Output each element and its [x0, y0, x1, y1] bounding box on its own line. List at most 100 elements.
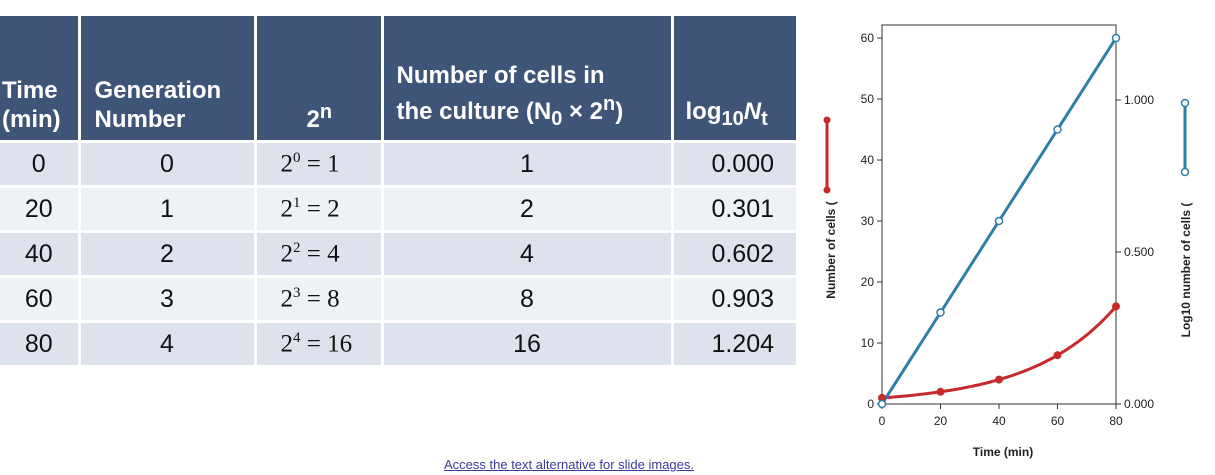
table-row: 20 1 21 = 2 2 0.301	[0, 186, 796, 233]
cell-log: 0.000	[670, 141, 796, 188]
cell-log: 0.602	[670, 231, 796, 278]
header-power-base: 2	[306, 106, 320, 133]
y-left-tick-label: 0	[867, 397, 874, 411]
cell-power: 20 = 1	[253, 141, 382, 188]
data-point-log	[1111, 33, 1121, 43]
header-log-n: N	[743, 98, 762, 126]
table-row: 0 0 20 = 1 1 0.000	[0, 141, 796, 188]
header-generation-line1: Generation	[94, 77, 222, 104]
y-left-axis-label: Number of cells (	[824, 201, 838, 298]
header-generation-line2: Number	[94, 106, 186, 133]
header-cells-line2c: )	[615, 98, 624, 126]
cell-power-base: 2	[280, 150, 294, 178]
header-cells-line1: Number of cells in	[396, 62, 605, 90]
cell-time: 40	[0, 231, 79, 278]
y-left-tick-label: 10	[861, 336, 875, 350]
header-log-sub: 10	[721, 108, 744, 130]
y-right-axis-label: Log10 number of cells (	[1179, 203, 1193, 338]
series-line-cells	[881, 305, 1118, 400]
data-point-cells	[936, 387, 945, 396]
cell-generation: 4	[77, 321, 255, 368]
data-point-log	[994, 216, 1004, 226]
x-tick-label: 20	[934, 414, 948, 428]
text-alternative-link[interactable]: Access the text alternative for slide im…	[444, 457, 695, 472]
y-right-tick-label: 1.000	[1124, 93, 1154, 107]
header-cells-sup: n	[603, 93, 616, 116]
cell-generation: 0	[77, 141, 255, 188]
x-axis-label: Time (min)	[973, 445, 1033, 459]
cell-power-base: 2	[280, 195, 294, 223]
cell-power-base: 2	[280, 330, 294, 358]
cell-power-exp: 4	[293, 329, 301, 346]
cell-power-exp: 3	[293, 284, 301, 301]
cell-power-eq: = 2	[300, 195, 340, 223]
table-row: 40 2 22 = 4 4 0.602	[0, 231, 796, 278]
y-left-tick-label: 30	[861, 214, 875, 228]
cell-log: 0.903	[670, 276, 796, 323]
cell-power-eq: = 1	[300, 150, 340, 178]
cell-power: 24 = 16	[253, 321, 382, 368]
cell-power-base: 2	[280, 240, 294, 268]
header-power-exp: n	[319, 101, 333, 123]
table-header-row: Time (min) Generation Number 2n Number o…	[0, 16, 796, 143]
legend-marker-log	[1180, 98, 1190, 108]
x-tick-label: 0	[879, 414, 886, 428]
header-log-t: t	[761, 108, 768, 130]
header-log: log10Nt	[670, 16, 796, 143]
cell-power: 22 = 4	[253, 231, 382, 278]
cell-time: 80	[0, 321, 79, 368]
legend-marker-cells	[823, 116, 831, 124]
cell-time: 60	[0, 276, 79, 323]
legend-marker-cells	[823, 186, 831, 194]
cell-power-eq: = 16	[300, 330, 353, 358]
cell-generation: 1	[77, 186, 255, 233]
header-log-text: log	[685, 98, 722, 126]
data-point-cells	[1112, 302, 1120, 311]
table-row: 60 3 23 = 8 8 0.903	[0, 276, 796, 323]
cell-generation: 3	[77, 276, 255, 323]
header-generation: Generation Number	[77, 16, 255, 143]
cell-power-eq: = 8	[300, 285, 340, 313]
cell-power-exp: 2	[293, 239, 301, 256]
y-left-tick-label: 40	[861, 153, 875, 167]
cell-power-base: 2	[280, 285, 294, 313]
x-tick-label: 40	[992, 414, 1006, 428]
data-point-cells	[995, 375, 1003, 384]
header-time-line2: (min)	[2, 106, 61, 133]
cell-time: 0	[0, 141, 79, 188]
cell-time: 20	[0, 186, 79, 233]
y-right-tick-label: 0.500	[1124, 245, 1154, 259]
y-right-tick-label: 0.000	[1124, 397, 1154, 411]
cell-log: 1.204	[670, 321, 796, 368]
header-cells: Number of cells in the culture (N0 × 2n)	[380, 16, 672, 143]
y-left-tick-label: 20	[861, 275, 875, 289]
cell-power: 21 = 2	[253, 186, 382, 233]
data-point-log	[1053, 125, 1062, 134]
header-time-line1: Time	[2, 77, 58, 104]
cell-generation: 2	[77, 231, 255, 278]
data-point-log	[936, 308, 945, 317]
cell-cells: 1	[380, 141, 672, 188]
header-cells-sub: 0	[551, 108, 563, 130]
cell-power-exp: 0	[293, 149, 301, 166]
cell-power-eq: = 4	[300, 240, 340, 268]
cell-power: 23 = 8	[253, 276, 382, 323]
cell-log: 0.301	[670, 186, 796, 233]
header-time: Time (min)	[0, 16, 79, 143]
data-point-cells	[1053, 351, 1062, 360]
header-power: 2n	[253, 16, 382, 143]
data-point-log	[877, 399, 887, 409]
x-tick-label: 60	[1051, 414, 1065, 428]
header-cells-line2b: × 2	[562, 98, 604, 126]
cell-cells: 16	[380, 321, 672, 368]
y-left-tick-label: 60	[861, 31, 875, 45]
generation-table: Time (min) Generation Number 2n Number o…	[0, 16, 796, 368]
cell-cells: 2	[380, 186, 672, 233]
cell-cells: 4	[380, 231, 672, 278]
x-tick-label: 80	[1109, 414, 1123, 428]
header-cells-line2a: the culture (N	[396, 98, 552, 126]
table-row: 80 4 24 = 16 16 1.204	[0, 321, 796, 368]
cell-power-exp: 1	[293, 194, 301, 211]
legend-marker-log	[1180, 167, 1190, 177]
